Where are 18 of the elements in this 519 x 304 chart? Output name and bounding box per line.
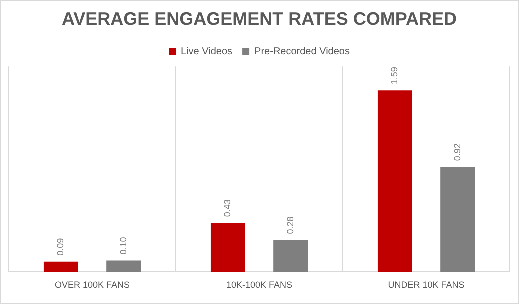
data-label: 0.28 <box>285 216 296 234</box>
x-tick-label: 10K-100K FANS <box>226 280 293 290</box>
data-label: 0.92 <box>452 144 462 162</box>
data-label: 0.43 <box>222 200 233 218</box>
legend-label: Pre-Recorded Videos <box>254 46 350 58</box>
bar <box>274 240 308 272</box>
bar <box>210 223 246 272</box>
bar <box>440 167 476 272</box>
data-label: 0.10 <box>118 237 128 255</box>
chart-title: AVERAGE ENGAGEMENT RATES COMPARED <box>62 8 458 29</box>
bar <box>378 90 412 272</box>
bar <box>106 260 142 272</box>
legend-label: Live Videos <box>181 46 233 58</box>
data-label: 0.09 <box>56 238 66 256</box>
data-label: 1.59 <box>390 67 400 85</box>
bar <box>44 262 78 272</box>
x-tick-label: OVER 100K FANS <box>54 280 130 290</box>
x-tick-label: UNDER 10K FANS <box>388 280 465 290</box>
